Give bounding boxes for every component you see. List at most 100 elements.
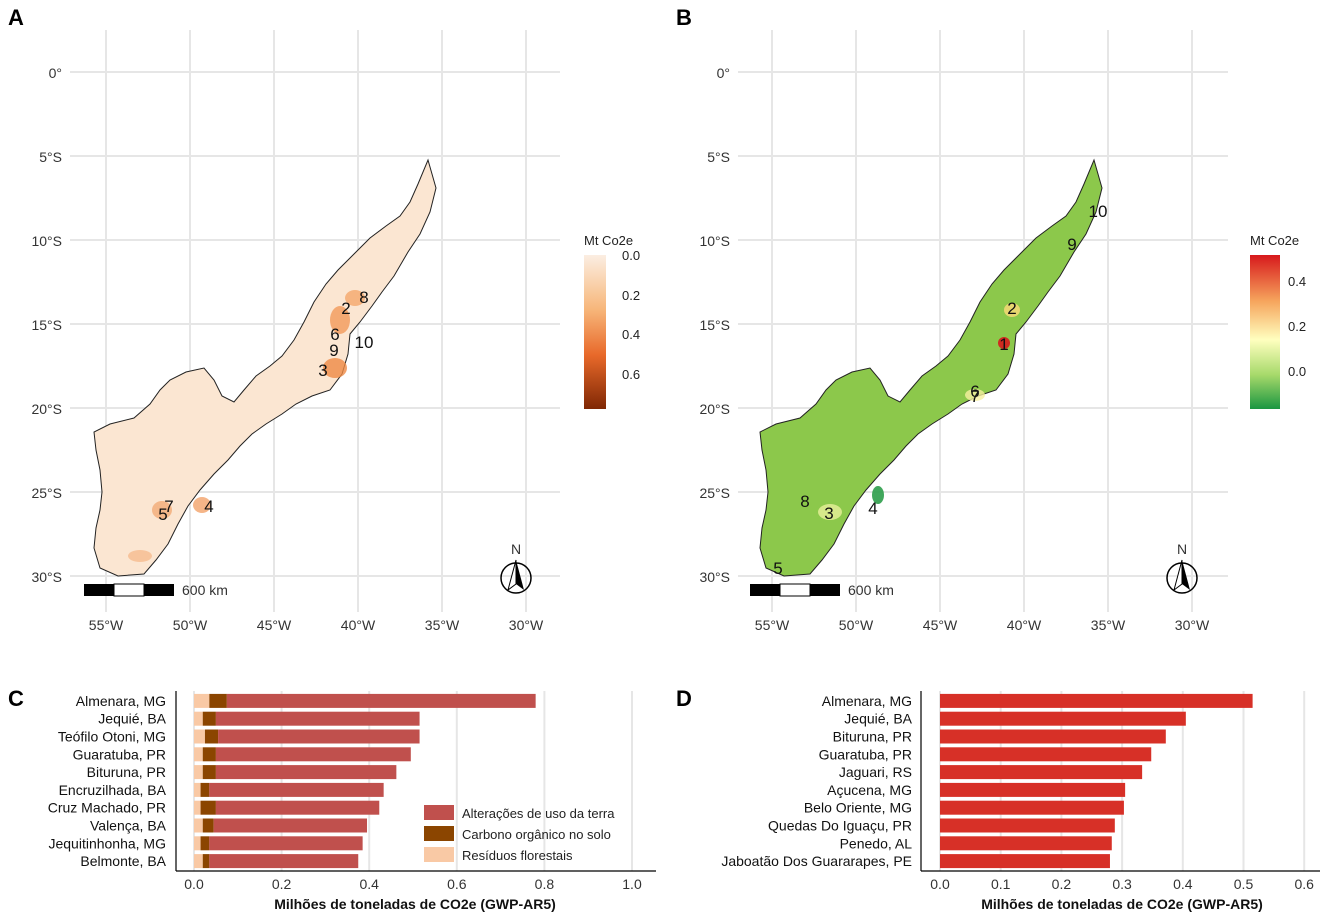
- bar-segment: [194, 854, 203, 869]
- x-tick-label: 0.2: [1052, 876, 1072, 892]
- scale-label-a: 600 km: [182, 582, 228, 598]
- map-b-hotspots: [818, 303, 1020, 520]
- bar-segment: [202, 818, 214, 833]
- bar: [940, 729, 1166, 744]
- bar-segment: [209, 854, 359, 869]
- atlantic-forest-region-a: [93, 158, 437, 577]
- bar-segment: [215, 800, 380, 815]
- lat-label: 5°S: [707, 149, 730, 165]
- x-tick-label: 0.2: [272, 876, 292, 892]
- bar: [940, 782, 1126, 797]
- x-tick-label: 1.0: [622, 876, 642, 892]
- bar-segment: [213, 818, 368, 833]
- bar-segment: [209, 782, 384, 797]
- category-label: Jaguari, RS: [839, 764, 912, 780]
- bar-segment: [226, 693, 536, 708]
- legend-entry: Carbono orgânico no solo: [462, 827, 611, 842]
- bar: [940, 711, 1186, 726]
- lat-label: 0°: [49, 65, 62, 81]
- lon-label: 35°W: [425, 617, 460, 633]
- bar-segment: [194, 800, 201, 815]
- lon-label: 45°W: [257, 617, 292, 633]
- map-a-hotspots: [128, 290, 365, 562]
- bar-segment: [194, 693, 210, 708]
- lat-label: 30°S: [699, 569, 730, 585]
- north-label-a: N: [511, 541, 521, 557]
- bar-segment: [209, 693, 227, 708]
- bar-segment: [194, 836, 201, 851]
- chart-c-legend: Alterações de uso da terra Carbono orgân…: [424, 805, 615, 863]
- x-tick-label: 0.0: [930, 876, 950, 892]
- map-b-rank-labels: 1 2 3 4 5 6 7 8 9 10: [773, 202, 1107, 578]
- legend-tick: 0.2: [622, 288, 640, 303]
- lat-label: 10°S: [31, 233, 62, 249]
- legend-tick: 0.2: [1288, 319, 1306, 334]
- panel-label-b: B: [676, 5, 692, 30]
- rank-label: 4: [868, 499, 877, 518]
- legend-swatch: [424, 826, 454, 841]
- lat-label: 15°S: [699, 317, 730, 333]
- legend-entry: Alterações de uso da terra: [462, 806, 615, 821]
- rank-label: 5: [158, 505, 167, 524]
- bar-segment: [202, 854, 210, 869]
- map-b-lon-labels: 55°W 50°W 45°W 40°W 35°W 30°W: [755, 617, 1210, 633]
- bar-segment: [202, 711, 216, 726]
- bar: [940, 818, 1115, 833]
- x-tick-label: 0.6: [1294, 876, 1314, 892]
- category-label: Jaboatão Dos Guararapes, PE: [721, 853, 912, 869]
- north-arrow-a: N: [500, 541, 532, 594]
- legend-colorbar-a: [584, 255, 606, 409]
- x-tick-label: 0.3: [1112, 876, 1132, 892]
- category-label: Quedas Do Iguaçu, PR: [768, 818, 912, 834]
- x-tick-label: 0.8: [535, 876, 555, 892]
- category-label: Bituruna, PR: [833, 729, 912, 745]
- rank-label: 8: [359, 288, 368, 307]
- rank-label: 3: [318, 361, 327, 380]
- bar-segment: [215, 747, 411, 762]
- category-label: Açucena, MG: [827, 782, 912, 798]
- panel-label-a: A: [8, 5, 24, 30]
- chart-d-x-axis-title: Milhões de toneladas de CO2e (GWP-AR5): [981, 896, 1263, 912]
- map-panel-a: A 0° 5°S 10°S 15°S 20°S 25°S 30°S 55°W 5…: [8, 5, 640, 633]
- bar-segment: [204, 729, 219, 744]
- bar-segment: [194, 782, 201, 797]
- rank-label: 6: [970, 382, 979, 401]
- lat-label: 20°S: [699, 401, 730, 417]
- lon-label: 40°W: [1007, 617, 1042, 633]
- rank-label: 1: [999, 335, 1008, 354]
- lat-label: 25°S: [31, 485, 62, 501]
- bar-segment: [215, 711, 420, 726]
- bar-segment: [209, 836, 363, 851]
- scale-bar-a: 600 km: [84, 582, 228, 598]
- bar-segment: [194, 747, 203, 762]
- bar-segment: [202, 765, 216, 780]
- legend-tick: 0.6: [622, 367, 640, 382]
- rank-label: 10: [1089, 202, 1108, 221]
- north-label-b: N: [1177, 541, 1187, 557]
- bar: [940, 854, 1110, 869]
- bar-segment: [194, 729, 205, 744]
- lon-label: 45°W: [923, 617, 958, 633]
- lat-label: 10°S: [699, 233, 730, 249]
- map-a-lon-labels: 55°W 50°W 45°W 40°W 35°W 30°W: [89, 617, 544, 633]
- scale-bar-b: 600 km: [750, 582, 894, 598]
- bar-segment: [200, 800, 216, 815]
- lon-label: 50°W: [839, 617, 874, 633]
- category-label: Jequié, BA: [98, 711, 166, 727]
- category-label: Penedo, AL: [840, 835, 913, 851]
- legend-tick: 0.0: [1288, 364, 1306, 379]
- legend-colorbar-b: [1250, 255, 1280, 409]
- rank-label: 4: [204, 497, 213, 516]
- bar: [940, 747, 1152, 762]
- lon-label: 35°W: [1091, 617, 1126, 633]
- rank-label: 3: [824, 504, 833, 523]
- panel-label-c: C: [8, 686, 24, 711]
- north-arrow-b: N: [1166, 541, 1198, 594]
- rank-label: 8: [800, 492, 809, 511]
- legend-title-a: Mt Co2e: [584, 233, 633, 248]
- lon-label: 55°W: [755, 617, 790, 633]
- bar-segment: [194, 818, 203, 833]
- legend-tick: 0.0: [622, 248, 640, 263]
- category-label: Belo Oriente, MG: [804, 800, 912, 816]
- lon-label: 40°W: [341, 617, 376, 633]
